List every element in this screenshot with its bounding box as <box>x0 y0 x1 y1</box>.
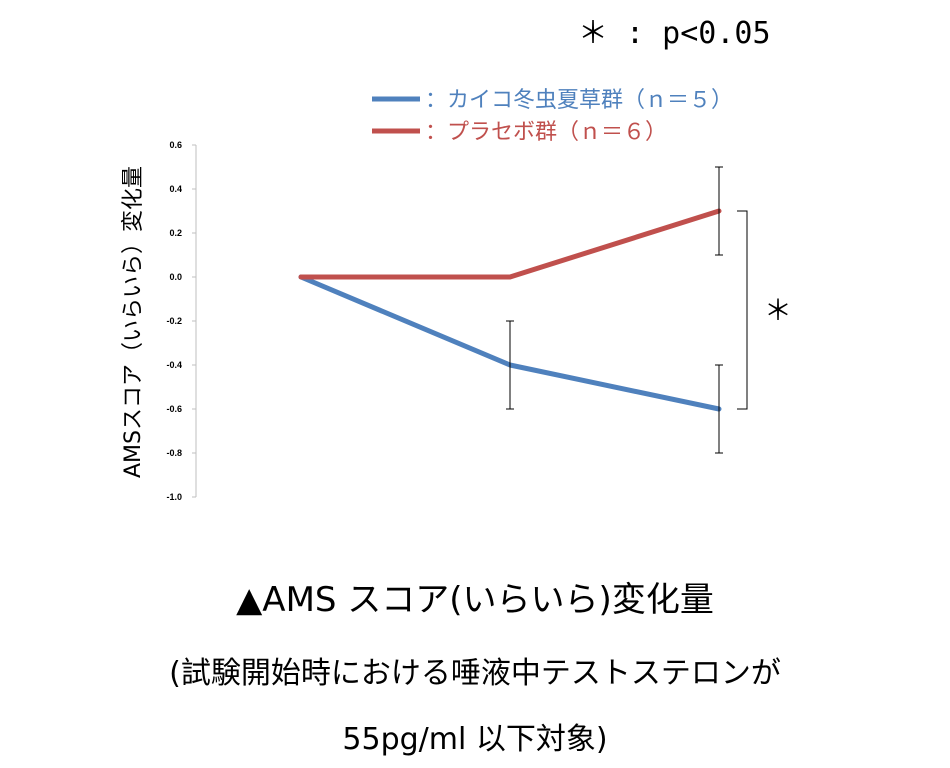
y-tick-label: -0.2 <box>166 316 182 326</box>
caption-note-line-1: (試験開始時における唾液中テストステロンが <box>169 656 781 691</box>
error-bar <box>715 166 723 256</box>
line-chart: ：カイコ冬虫夏草群（ｎ＝５） ：プラセボ群（ｎ＝６） AMSスコア（いらいら）変化… <box>121 88 792 502</box>
significance-bracket <box>737 210 748 410</box>
y-axis-label: AMSスコア（いらいら）変化量 <box>121 166 146 478</box>
series-layer <box>298 166 723 454</box>
y-tick-label: 0.6 <box>169 140 182 150</box>
series-2 <box>298 166 723 280</box>
series-1 <box>298 274 723 454</box>
series-line <box>298 208 722 280</box>
y-tick-label: -0.8 <box>166 448 182 458</box>
significance-note: ＊ : p<0.05 <box>578 16 771 51</box>
y-tick-label: 0.4 <box>169 184 182 194</box>
annotation-layer: ＊ <box>737 210 792 410</box>
y-tick-label: -1.0 <box>166 492 182 502</box>
axes: 0.6 0.4 0.2 0.0 -0.2 -0.4 -0.6 -0.8 -1.0 <box>166 140 197 502</box>
caption-note-line-2: 55pg/ml 以下対象) <box>342 722 608 757</box>
legend-item-1: ：カイコ冬虫夏草群（ｎ＝５） <box>372 88 733 113</box>
significance-marker: ＊ <box>764 294 792 327</box>
y-tick-label: -0.6 <box>166 404 182 414</box>
legend-label: ：プラセボ群（ｎ＝６） <box>425 120 667 145</box>
error-bar <box>506 320 514 410</box>
legend-label: ：カイコ冬虫夏草群（ｎ＝５） <box>425 88 733 113</box>
error-bar <box>715 364 723 454</box>
y-tick-label: 0.0 <box>169 272 182 282</box>
caption-title: ▲AMS スコア(いらいら)変化量 <box>236 580 714 620</box>
legend: ：カイコ冬虫夏草群（ｎ＝５） ：プラセボ群（ｎ＝６） <box>372 88 733 145</box>
y-tick-label: 0.2 <box>169 228 182 238</box>
y-tick-label: -0.4 <box>166 360 182 370</box>
legend-item-2: ：プラセボ群（ｎ＝６） <box>372 120 667 145</box>
